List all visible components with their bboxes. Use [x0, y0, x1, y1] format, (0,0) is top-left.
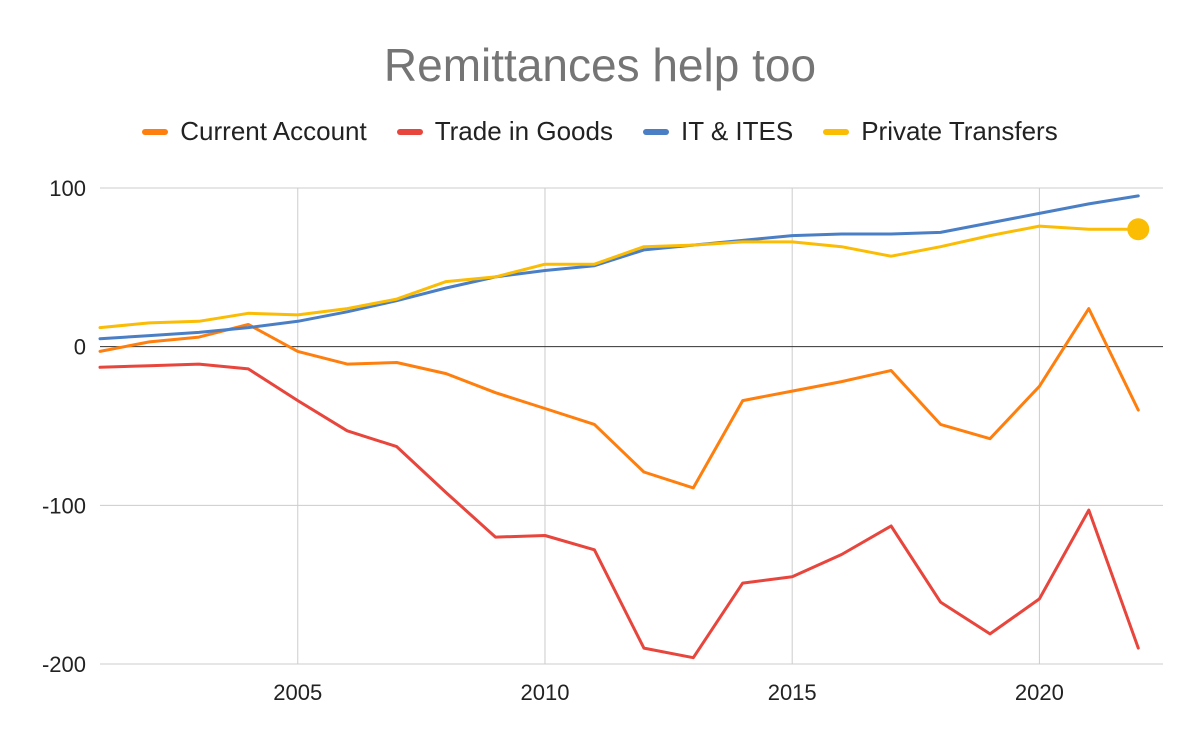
series-private-transfers: [98, 218, 1150, 330]
chart-title: Remittances help too: [383, 39, 817, 91]
series-it-ites: [98, 194, 1140, 341]
x-tick-label-2010: 2010: [521, 680, 570, 705]
y-tick-label-100: 100: [49, 176, 86, 201]
series-line-private-transfers: [98, 224, 1140, 330]
legend-swatch-it-ites: [642, 128, 669, 135]
legend-item-private-transfers[interactable]: Private Transfers: [823, 116, 1058, 147]
y-tick-label-0: 0: [74, 335, 86, 360]
x-tick-label-2015: 2015: [768, 680, 817, 705]
series-line-trade-in-goods: [98, 362, 1140, 660]
x-tick-label-2020: 2020: [1015, 680, 1064, 705]
endpoint-marker-private-transfers: [1127, 218, 1150, 241]
legend-label-current-account: Current Account: [180, 116, 367, 146]
legend-label-it-ites: IT & ITES: [680, 116, 794, 146]
y-tick-label-neg200: -200: [42, 652, 86, 677]
series-line-current-account: [98, 307, 1140, 490]
legend: Current Account Trade in Goods IT & ITES…: [0, 116, 1200, 147]
legend-label-private-transfers: Private Transfers: [861, 116, 1058, 146]
legend-item-it-ites[interactable]: IT & ITES: [642, 116, 794, 147]
legend-swatch-private-transfers: [823, 128, 850, 135]
legend-swatch-trade-in-goods: [396, 128, 423, 135]
legend-item-trade-in-goods[interactable]: Trade in Goods: [396, 116, 613, 147]
legend-label-trade-in-goods: Trade in Goods: [434, 116, 613, 146]
legend-item-current-account[interactable]: Current Account: [142, 116, 367, 147]
x-tick-label-2005: 2005: [273, 680, 322, 705]
series-trade-in-goods: [98, 362, 1140, 660]
series-current-account: [98, 307, 1140, 490]
series-line-it-ites: [98, 194, 1140, 341]
legend-swatch-current-account: [142, 128, 169, 135]
y-tick-label-neg100: -100: [42, 493, 86, 518]
